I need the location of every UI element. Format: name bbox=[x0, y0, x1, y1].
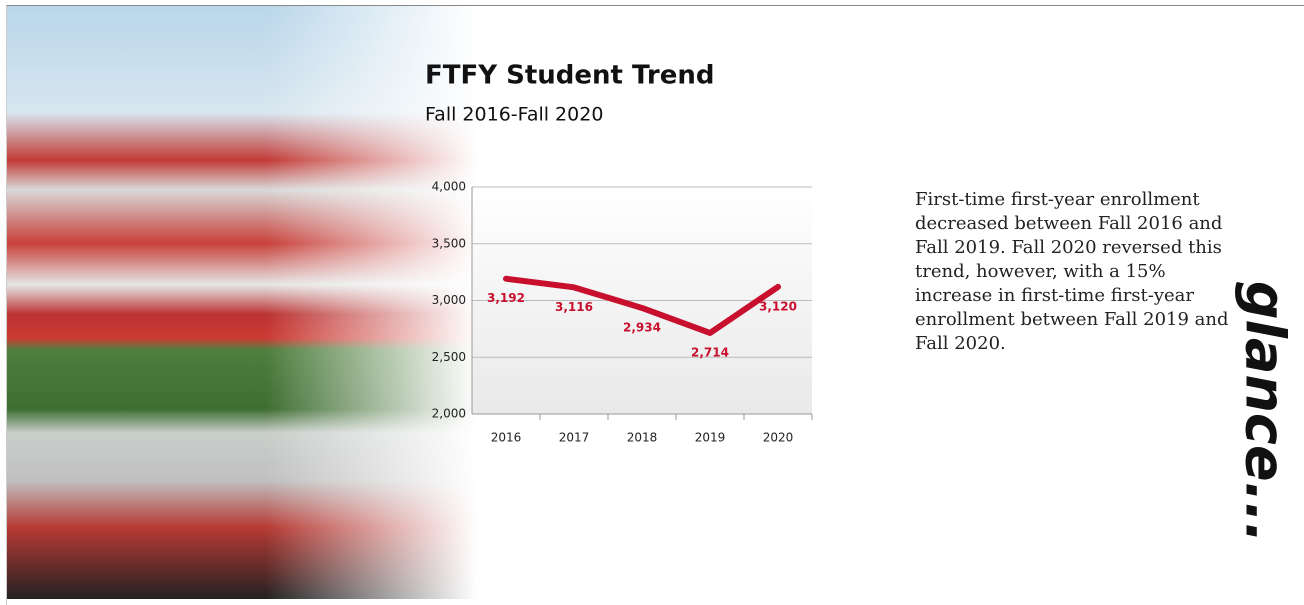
x-tick-label: 2020 bbox=[763, 431, 794, 445]
line bbox=[503, 275, 781, 336]
x-tick-label: 2019 bbox=[695, 431, 726, 445]
x-tick-label: 2018 bbox=[627, 431, 658, 445]
y-tick-label: 3,500 bbox=[432, 236, 466, 250]
data-label: 3,192 bbox=[487, 291, 525, 305]
y-tick-label: 2,500 bbox=[432, 350, 466, 364]
chart-subtitle: Fall 2016-Fall 2020 bbox=[425, 104, 603, 126]
data-label: 2,934 bbox=[623, 320, 661, 334]
data-label: 3,116 bbox=[555, 300, 593, 314]
side-text: glance... bbox=[1233, 280, 1297, 544]
frame bbox=[6, 5, 1304, 605]
chart-title: FTFY Student Trend bbox=[425, 61, 715, 91]
data-label: 3,120 bbox=[759, 299, 797, 313]
y-tick-label: 4,000 bbox=[432, 180, 466, 194]
x-tick-label: 2017 bbox=[559, 431, 590, 445]
y-tick-label: 2,000 bbox=[432, 407, 466, 421]
body-text: First-time first-year enrollment decreas… bbox=[915, 189, 1229, 354]
stadium-photo bbox=[7, 6, 477, 599]
data-label: 2,714 bbox=[691, 345, 729, 359]
x-tick-label: 2016 bbox=[491, 431, 522, 445]
y-tick-label: 3,000 bbox=[432, 293, 466, 307]
